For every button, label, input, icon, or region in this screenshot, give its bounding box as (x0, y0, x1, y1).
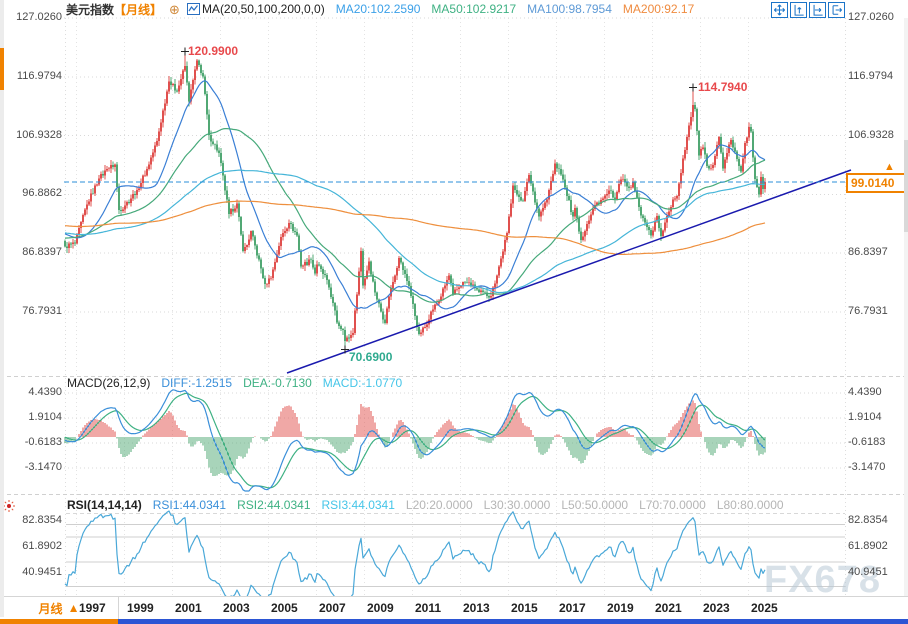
move-crosshair-icon[interactable] (771, 2, 788, 18)
macd-axis-label: -3.1470 (848, 461, 886, 473)
year-label: 2017 (559, 601, 586, 615)
timeframe-tab-arrow-icon: ▲ (67, 601, 80, 615)
rsi-axis-label: 40.9451 (848, 565, 888, 578)
time-axis (0, 596, 908, 620)
rsi-axis-label: 61.8902 (848, 539, 888, 552)
macd-diff-value: DIFF:-1.2515 (161, 376, 233, 390)
high-2022-label: 114.7940 (698, 80, 748, 94)
symbol-title: 美元指数 (66, 2, 115, 17)
time-scrollbar[interactable] (118, 619, 908, 624)
macd-header: MACD(26,12,9) DIFF:-1.2515 DEA:-0.7130 M… (67, 376, 402, 390)
rsi1-value: RSI1:44.0341 (152, 498, 227, 512)
year-label: 1997 (79, 601, 106, 615)
rsi-params[interactable]: RSI(14,14,14) (67, 498, 142, 512)
macd-axis-label: -3.1470 (24, 461, 62, 473)
rsi2-value: RSI2:44.0341 (237, 498, 311, 512)
ma100-value: MA100:98.7954 (527, 2, 612, 16)
left-scrollbar-thumb[interactable] (0, 48, 4, 90)
rsi-axis-label: 40.9451 (22, 565, 62, 578)
macd-axis-label: 1.9104 (28, 411, 62, 423)
pan-right-icon[interactable] (828, 2, 845, 18)
rsi-axis-label: 82.8354 (848, 514, 888, 526)
price-axis-label: 127.0260 (16, 11, 62, 23)
year-label: 2003 (223, 601, 250, 615)
rsi-axis-label: 61.8902 (22, 539, 62, 552)
scale-x-axis-icon[interactable] (809, 2, 826, 18)
macd-axis-label: -0.6183 (24, 436, 62, 448)
timeframe-tab-label: 月线 (38, 601, 63, 616)
rsi-header: RSI(14,14,14) RSI1:44.0341 RSI2:44.0341 … (67, 498, 784, 512)
year-label: 2015 (511, 601, 538, 615)
indicator-alert-icon[interactable] (2, 499, 16, 518)
year-label: 2021 (655, 601, 682, 615)
year-label: 2007 (319, 601, 346, 615)
rsi-l50-label: L50:50.0000 (561, 498, 629, 512)
year-label: 2005 (271, 601, 298, 615)
price-axis-label: 76.7931 (22, 304, 62, 317)
price-axis-label: 96.8862 (22, 187, 62, 200)
macd-axis-label: -0.6183 (848, 436, 886, 448)
low-2008-label: 70.6900 (349, 350, 393, 364)
price-axis-label: 76.7931 (848, 304, 888, 317)
year-label: 2019 (607, 601, 634, 615)
year-label: 2013 (463, 601, 490, 615)
fx678-watermark: FX678 (764, 559, 881, 601)
price-axis-label: 86.8397 (848, 246, 888, 259)
right-scrollbar-thumb[interactable] (904, 140, 908, 232)
active-tab-underline (0, 619, 118, 624)
year-label: 2001 (175, 601, 202, 615)
price-up-arrow-icon: ▲ (884, 161, 895, 173)
ma20-value: MA20:102.2590 (335, 2, 421, 16)
ma50-value: MA50:102.9217 (431, 2, 517, 16)
ma200-value: MA200:92.17 (622, 2, 695, 16)
chart-header: 美元指数 【月线】 ⊕ MA(20,50,100,200,0,0) MA20:10… (66, 1, 694, 17)
rsi-l70-label: L70:70.0000 (639, 498, 706, 512)
price-axis-label: 127.0260 (848, 11, 894, 23)
ma-settings[interactable]: MA(20,50,100,200,0,0) (186, 2, 325, 16)
left-scrollbar-track[interactable] (0, 0, 4, 617)
price-axis-label: 106.9328 (16, 128, 62, 141)
price-axis-label: 116.9794 (848, 69, 894, 82)
scale-y-axis-icon[interactable] (790, 2, 807, 18)
expand-plus-icon[interactable]: ⊕ (169, 1, 180, 17)
macd-axis-label: 1.9104 (848, 411, 882, 423)
macd-dea-value: DEA:-0.7130 (243, 376, 312, 390)
macd-params[interactable]: MACD(26,12,9) (67, 376, 151, 390)
rsi3-value: RSI3:44.0341 (321, 498, 395, 512)
timeframe-tab[interactable]: 月线 ▲ (0, 597, 119, 619)
year-label: 2023 (703, 601, 730, 615)
year-label: 2025 (751, 601, 778, 615)
price-axis-label: 116.9794 (16, 69, 62, 82)
current-price-tag: 99.0140 (846, 173, 908, 193)
year-label: 2009 (367, 601, 394, 615)
rsi-l20-label: L20:20.0000 (405, 498, 473, 512)
macd-axis-label: 4.4390 (848, 386, 882, 399)
year-label: 2011 (415, 601, 442, 615)
ma-settings-label: MA(20,50,100,200,0,0) (201, 2, 325, 16)
high-2001-label: 120.9900 (188, 44, 239, 58)
price-axis-label: 106.9328 (848, 128, 894, 141)
macd-axis-label: 4.4390 (28, 386, 62, 399)
macd-macd-value: MACD:-1.0770 (322, 376, 403, 390)
period-tag: 【月线】 (114, 2, 163, 17)
rsi-l30-label: L30:30.0000 (483, 498, 551, 512)
chart-toolbar (771, 2, 845, 18)
rsi-axis-label: 82.8354 (22, 514, 62, 526)
candlestick-chart-icon (186, 3, 200, 15)
right-scrollbar-track[interactable] (904, 18, 908, 596)
price-axis-label: 86.8397 (22, 246, 62, 259)
year-label: 1999 (127, 601, 154, 615)
rsi-l80-label: L80:80.0000 (716, 498, 784, 512)
